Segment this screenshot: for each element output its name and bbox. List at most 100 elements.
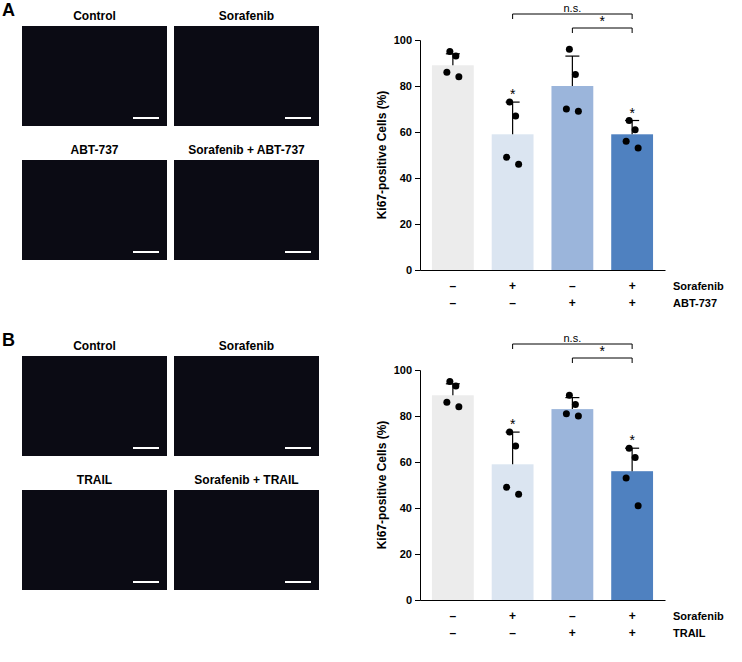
error-bar xyxy=(506,102,520,134)
tick-mark xyxy=(415,132,420,133)
image-label: Control xyxy=(73,339,116,353)
condition-sign: – xyxy=(509,626,516,640)
y-axis: 0 20 40 60 80 100 xyxy=(394,364,421,606)
plot-area xyxy=(432,378,653,600)
data-point xyxy=(635,145,642,152)
tick-label: 100 xyxy=(394,364,412,376)
tick-mark xyxy=(415,270,420,271)
condition-name: TRAIL xyxy=(673,627,706,639)
data-point xyxy=(563,410,570,417)
data-point xyxy=(503,484,510,491)
error-bar xyxy=(506,432,520,464)
scale-bar xyxy=(285,251,311,253)
condition-sign: + xyxy=(509,279,516,293)
data-point xyxy=(455,403,462,410)
micrograph xyxy=(22,160,167,260)
data-point xyxy=(635,502,642,509)
data-point xyxy=(452,53,459,60)
axis-line xyxy=(421,600,666,601)
data-point xyxy=(515,491,522,498)
bar xyxy=(551,409,593,600)
error-cap xyxy=(565,55,579,56)
condition-name: ABT-737 xyxy=(673,297,717,309)
scale-bar xyxy=(133,447,159,449)
condition-sign: – xyxy=(450,279,457,293)
scale-bar xyxy=(133,251,159,253)
figure: A Control Sorafenib ABT-737 Sorafenib + ABT-… xyxy=(0,0,742,662)
image-label: Control xyxy=(73,9,116,23)
data-point xyxy=(443,399,450,406)
image-label: Sorafenib xyxy=(219,9,274,23)
tick-mark xyxy=(415,40,420,41)
micrograph xyxy=(22,490,167,590)
image-label: TRAIL xyxy=(77,473,112,487)
axis-title: Ki67-positive Cells (%) xyxy=(375,421,389,550)
condition-sign: + xyxy=(569,626,576,640)
bar xyxy=(611,134,653,270)
condition-sign: + xyxy=(509,609,516,623)
tick-label: 20 xyxy=(400,218,412,230)
y-axis: 020406080100 xyxy=(394,34,421,276)
tick-mark xyxy=(415,370,420,371)
axis-line xyxy=(421,270,666,271)
tick-label: 20 xyxy=(400,548,412,560)
condition-sign: – xyxy=(450,626,457,640)
scale-bar xyxy=(133,117,159,119)
tick-label: 0 xyxy=(406,594,412,606)
tick-label: 80 xyxy=(400,410,412,422)
data-point xyxy=(515,161,522,168)
bracket-label: n.s. xyxy=(564,2,582,14)
data-point xyxy=(503,154,510,161)
bar xyxy=(551,86,593,270)
micrograph xyxy=(22,26,167,126)
bar xyxy=(492,464,534,600)
bar xyxy=(432,395,474,600)
tick: 60 xyxy=(400,126,420,138)
data-point xyxy=(575,413,582,420)
axis-title: Ki67-positive Cells (%) xyxy=(375,91,389,220)
panel: BControlSorafenibTRAILSorafenib + TRAIL0… xyxy=(2,330,724,640)
tick: 100 xyxy=(394,364,420,376)
significance-mark: * xyxy=(629,105,635,121)
data-point xyxy=(512,112,519,119)
condition-name: Sorafenib xyxy=(673,280,724,292)
bracket xyxy=(513,344,633,349)
error-bar xyxy=(625,448,639,471)
significance-mark: * xyxy=(629,432,635,448)
bracket xyxy=(513,14,633,19)
significance-mark: * xyxy=(510,86,516,102)
tick-mark xyxy=(415,224,420,225)
tick-label: 0 xyxy=(406,264,412,276)
condition-sign: – xyxy=(569,279,576,293)
condition-sign: + xyxy=(629,609,636,623)
tick: 20 xyxy=(400,218,420,230)
data-point xyxy=(623,475,630,482)
image-label: ABT-737 xyxy=(70,143,118,157)
panel-label: A xyxy=(2,0,15,20)
condition-sign: + xyxy=(569,296,576,310)
axis-line xyxy=(415,371,421,601)
data-point xyxy=(446,48,453,55)
bar xyxy=(492,134,534,270)
condition-sign: – xyxy=(569,609,576,623)
significance-mark: * xyxy=(510,416,516,432)
tick-mark xyxy=(415,86,420,87)
bracket-label: * xyxy=(600,13,606,29)
scale-bar xyxy=(285,581,311,583)
data-point xyxy=(623,138,630,145)
tick: 40 xyxy=(400,502,420,514)
condition-sign: – xyxy=(450,609,457,623)
micrograph xyxy=(174,160,319,260)
tick-label: 40 xyxy=(400,502,412,514)
tick: 0 xyxy=(406,594,420,606)
plot-area xyxy=(432,46,653,270)
scale-bar xyxy=(285,117,311,119)
scale-bar xyxy=(285,447,311,449)
data-point xyxy=(452,383,459,390)
tick: 60 xyxy=(400,456,420,468)
error-line xyxy=(572,56,573,86)
error-bar xyxy=(565,56,579,86)
image-label: Sorafenib + TRAIL xyxy=(194,473,298,487)
data-point xyxy=(566,46,573,53)
bracket-label: n.s. xyxy=(564,332,582,344)
